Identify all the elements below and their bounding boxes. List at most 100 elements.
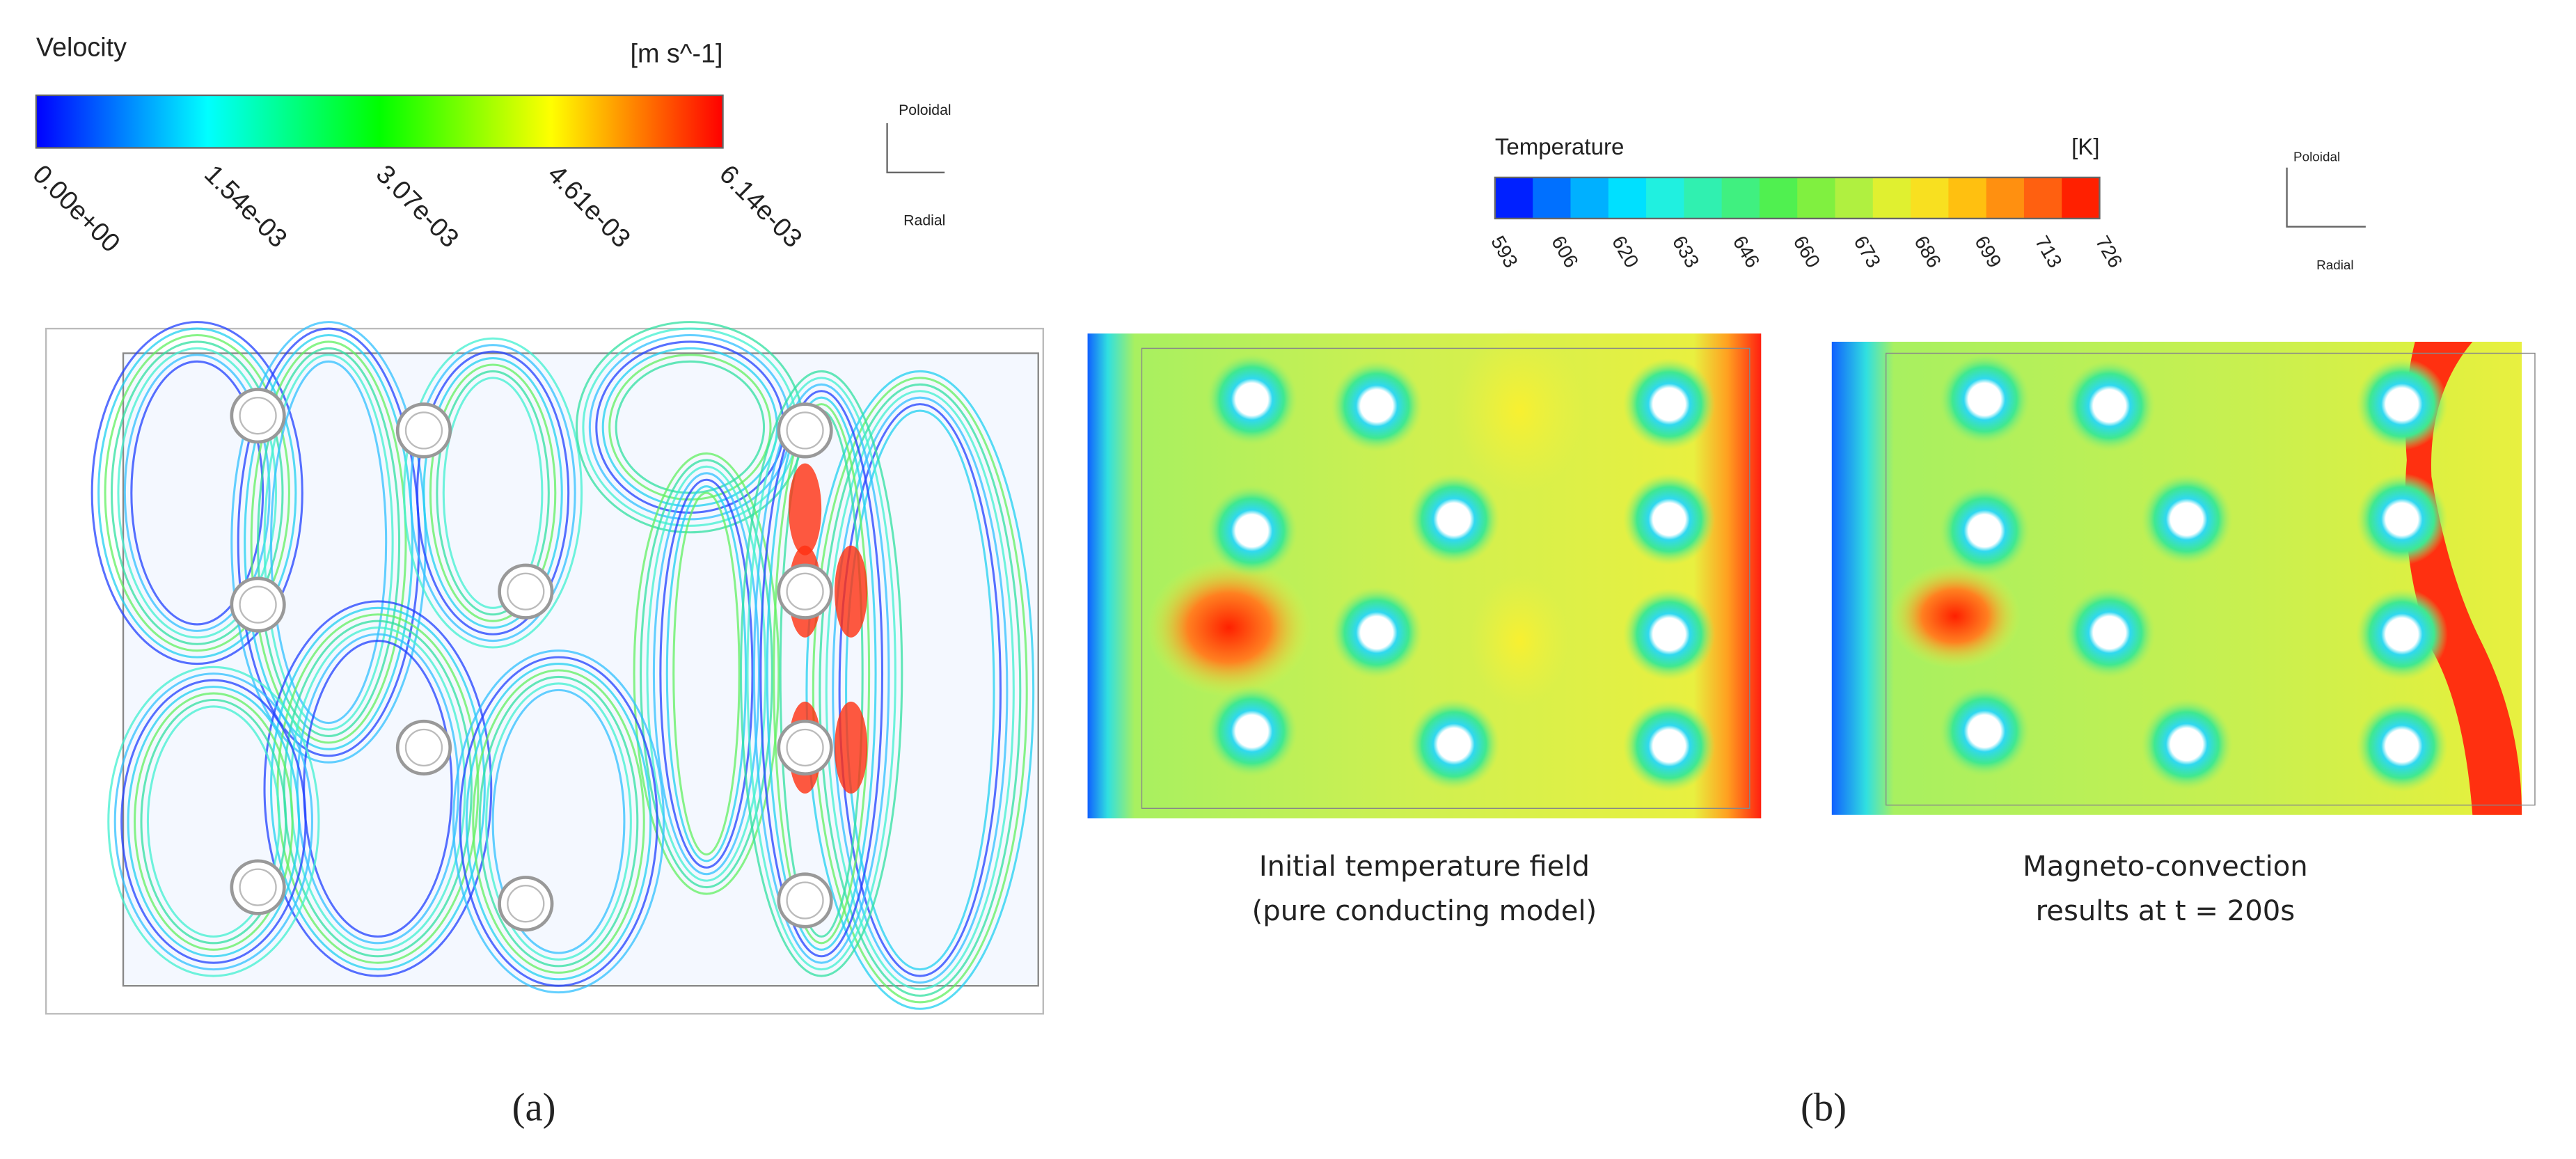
rod-inner — [239, 868, 277, 906]
high-velocity — [788, 463, 822, 555]
streamline — [146, 705, 280, 938]
rod-inner — [404, 728, 443, 767]
streamlines — [90, 321, 1035, 1010]
streamline — [652, 472, 761, 876]
streamline — [113, 672, 313, 971]
streamline — [478, 675, 639, 968]
colorbar-step — [1570, 177, 1609, 219]
field-frame — [1885, 352, 2536, 806]
axis-label: Radial — [2316, 258, 2354, 273]
warm-spot — [1453, 329, 1586, 494]
streamline — [107, 665, 320, 977]
rod-inner — [507, 572, 545, 610]
streamline — [117, 347, 278, 639]
streamline — [436, 370, 550, 616]
streamline — [646, 465, 767, 882]
streamline — [90, 321, 303, 665]
rod — [1365, 394, 1389, 418]
colorbar-step — [1533, 177, 1572, 219]
colorbar-tick-label: 606 — [1547, 232, 1582, 272]
colorbar-tick-label: 620 — [1607, 232, 1643, 272]
streamline — [110, 340, 284, 645]
colorbar-step — [1835, 177, 1874, 219]
warm-spot — [1470, 575, 1570, 707]
streamline — [633, 452, 780, 895]
streamline — [244, 333, 413, 750]
streamline — [403, 337, 583, 649]
colorbar-tick-label: 4.61e-03 — [542, 159, 635, 253]
streamline — [442, 377, 544, 609]
colorbar-tick-label: 0.00e+00 — [27, 159, 126, 258]
streamline — [659, 478, 754, 869]
colorbar-tick-label: 726 — [2091, 232, 2126, 272]
streamline — [845, 409, 995, 971]
streamline — [269, 360, 388, 725]
streamline — [665, 485, 748, 862]
caption-line: (pure conducting model) — [1252, 895, 1597, 927]
streamline — [838, 403, 1002, 977]
rod — [1442, 732, 1466, 756]
colorbar-step — [2062, 177, 2101, 219]
colorbar — [35, 94, 724, 149]
panel-label: (b) — [1801, 1087, 1847, 1130]
rod — [1240, 719, 1264, 743]
streamline — [608, 354, 772, 501]
streamline — [237, 327, 420, 757]
axis-icon: Poloidal Radial — [2286, 150, 2366, 273]
colorbar-title: Velocity — [36, 33, 127, 62]
rod — [1442, 507, 1466, 531]
rod — [1657, 622, 1681, 646]
temperature-fields — [1087, 329, 2536, 819]
rod — [1657, 507, 1681, 531]
colorbar-frame — [1494, 176, 2101, 220]
axis-label: Poloidal — [899, 102, 951, 118]
colorbar-tick-label: 1.54e-03 — [198, 159, 292, 253]
streamline — [127, 686, 301, 958]
streamline — [452, 649, 665, 994]
streamline — [485, 682, 632, 961]
colorbar-tick-label: 6.14e-03 — [713, 159, 807, 253]
colorbar-step — [1986, 177, 2025, 219]
streamline — [263, 600, 493, 977]
rod-inner — [786, 411, 824, 450]
colorbar-tick-label: 633 — [1668, 232, 1703, 272]
colorbar-tick-label: 660 — [1789, 232, 1824, 272]
streamline — [819, 383, 1022, 997]
streamline — [120, 679, 307, 964]
colorbar-step — [1721, 177, 1760, 219]
colorbar-step — [1911, 177, 1950, 219]
streamline — [465, 663, 652, 981]
high-velocity — [835, 545, 868, 638]
streamline — [825, 390, 1015, 991]
caption-line: Initial temperature field — [1259, 851, 1590, 883]
rod — [2390, 507, 2414, 531]
rod — [2390, 393, 2414, 416]
streamline — [429, 363, 557, 622]
streamline — [766, 396, 877, 951]
streamline — [134, 692, 294, 951]
rod-inner — [404, 411, 443, 450]
colorbar-tick-label: 673 — [1849, 232, 1885, 272]
streamline — [746, 377, 896, 971]
streamline — [491, 688, 626, 954]
colorbar-step — [1948, 177, 1987, 219]
streamline — [263, 354, 394, 731]
streamline — [459, 656, 658, 987]
streamline — [130, 360, 264, 626]
colorbar-step — [1872, 177, 1911, 219]
rod — [1657, 393, 1681, 416]
colorbar-unit: [m s^-1] — [630, 40, 722, 69]
colorbar — [1494, 176, 2101, 220]
hot-spot — [1889, 563, 2021, 669]
rod — [2098, 394, 2121, 418]
axis-label: Poloidal — [2293, 150, 2340, 164]
axis-icon: Poloidal Radial — [886, 102, 951, 228]
field-frame — [1141, 347, 1751, 810]
rod-inner — [786, 728, 824, 767]
rod — [1973, 519, 1996, 542]
streamline — [416, 350, 570, 636]
caption-line: results at t = 200s — [2036, 895, 2295, 927]
streamline — [276, 613, 480, 964]
rod — [2175, 732, 2199, 756]
colorbar-step — [1494, 177, 1533, 219]
